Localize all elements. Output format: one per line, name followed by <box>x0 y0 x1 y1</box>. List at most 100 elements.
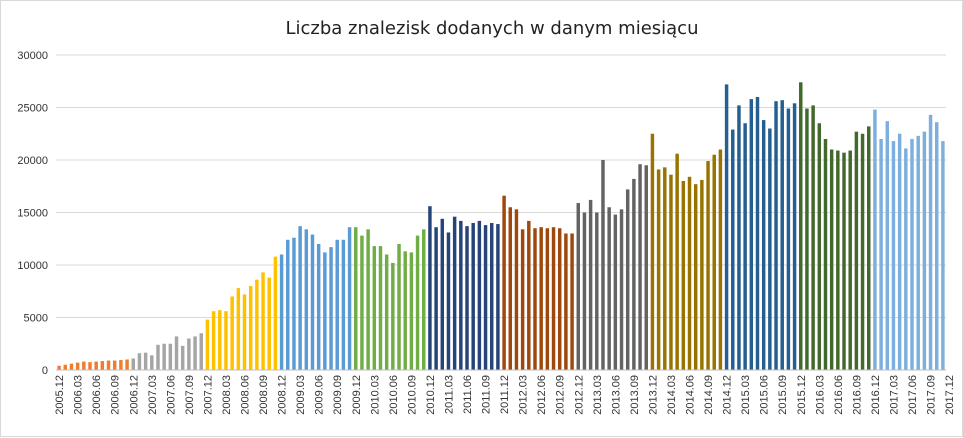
bar <box>489 223 494 370</box>
bar <box>82 361 86 370</box>
bar <box>601 160 605 370</box>
bar <box>242 294 247 370</box>
bar <box>922 131 927 370</box>
bar <box>632 178 636 370</box>
bar <box>323 252 327 370</box>
x-tick-label: 2010.03 <box>369 375 381 415</box>
x-tick-label: 2013.03 <box>592 375 604 415</box>
bar <box>823 139 828 370</box>
bar <box>718 149 723 370</box>
bar <box>761 120 766 370</box>
x-tick-label: 2012.09 <box>555 375 567 415</box>
bar <box>508 207 513 370</box>
x-tick-label: 2008.12 <box>277 375 289 415</box>
bar <box>255 279 259 370</box>
x-tick-label: 2014.12 <box>722 375 734 415</box>
x-tick-label: 2011.03 <box>443 375 455 414</box>
bar <box>341 239 346 370</box>
bar <box>329 247 333 370</box>
x-tick-label: 2013.06 <box>610 375 622 415</box>
bar <box>477 220 482 370</box>
bar <box>681 181 686 370</box>
bar <box>570 233 574 370</box>
bar <box>415 235 420 370</box>
bar <box>669 174 673 370</box>
y-tick-label: 15000 <box>17 208 48 220</box>
bar <box>292 237 296 370</box>
x-axis-ticks: 2005.12 2006.03 2006.06 2006.09 2006.12 2007.… <box>54 375 956 415</box>
y-tick-label: 0 <box>42 365 48 377</box>
x-tick-label: 2011.06 <box>462 375 474 414</box>
bar <box>187 338 191 370</box>
bar <box>811 105 815 371</box>
bar <box>749 99 754 370</box>
bar <box>836 150 840 370</box>
bar <box>737 105 741 371</box>
y-tick-label: 20000 <box>17 155 48 167</box>
x-tick-label: 2006.09 <box>110 375 122 415</box>
bar <box>817 123 822 370</box>
x-tick-label: 2010.06 <box>388 375 400 415</box>
bar <box>428 206 432 370</box>
bar <box>156 344 160 370</box>
x-tick-label: 2016.06 <box>833 375 845 415</box>
x-tick-label: 2007.06 <box>165 375 177 415</box>
bar <box>69 363 74 370</box>
x-tick-label: 2007.09 <box>184 375 196 415</box>
bar <box>564 233 568 370</box>
bar <box>88 362 92 370</box>
x-tick-label: 2017.06 <box>907 375 919 415</box>
bar <box>57 365 61 370</box>
bar <box>848 150 852 370</box>
bar <box>706 161 710 370</box>
bar <box>867 126 871 371</box>
y-tick-label: 5000 <box>24 313 48 325</box>
bar <box>520 229 525 370</box>
bar <box>180 345 185 370</box>
bar <box>347 227 352 370</box>
y-tick-label: 10000 <box>17 260 48 272</box>
x-tick-label: 2010.12 <box>425 375 437 415</box>
bar <box>625 189 630 370</box>
bar <box>755 97 760 370</box>
bar <box>792 103 797 371</box>
bar <box>910 139 914 370</box>
bar <box>799 82 803 371</box>
x-tick-label: 2016.03 <box>814 375 826 415</box>
bar <box>650 133 655 370</box>
x-tick-label: 2011.09 <box>481 375 493 414</box>
bar <box>527 220 531 370</box>
x-tick-label: 2009.03 <box>295 375 307 415</box>
bar <box>372 246 377 370</box>
bar <box>391 262 395 370</box>
bar <box>885 121 890 371</box>
bar <box>928 114 933 370</box>
x-tick-label: 2014.03 <box>666 375 678 415</box>
bar <box>63 364 68 370</box>
bar <box>557 228 562 370</box>
bar <box>731 129 735 370</box>
x-tick-label: 2009.09 <box>332 375 344 415</box>
bar <box>131 358 135 370</box>
x-tick-label: 2017.09 <box>926 375 938 415</box>
x-tick-label: 2017.03 <box>888 375 900 415</box>
bar <box>860 133 865 370</box>
bar <box>366 229 370 370</box>
bar <box>360 235 364 370</box>
bar <box>879 139 883 370</box>
bar <box>304 229 309 370</box>
bar <box>700 179 704 370</box>
x-tick-label: 2011.12 <box>499 375 511 414</box>
bar <box>514 209 519 370</box>
bar <box>780 100 784 371</box>
bar <box>452 216 457 370</box>
bar <box>218 310 222 370</box>
bar <box>916 135 920 370</box>
bar <box>273 256 278 370</box>
bar <box>174 336 179 370</box>
bar <box>693 184 698 370</box>
x-tick-label: 2008.03 <box>221 375 233 415</box>
y-tick-label: 25000 <box>17 103 48 115</box>
x-tick-label: 2013.12 <box>647 375 659 415</box>
